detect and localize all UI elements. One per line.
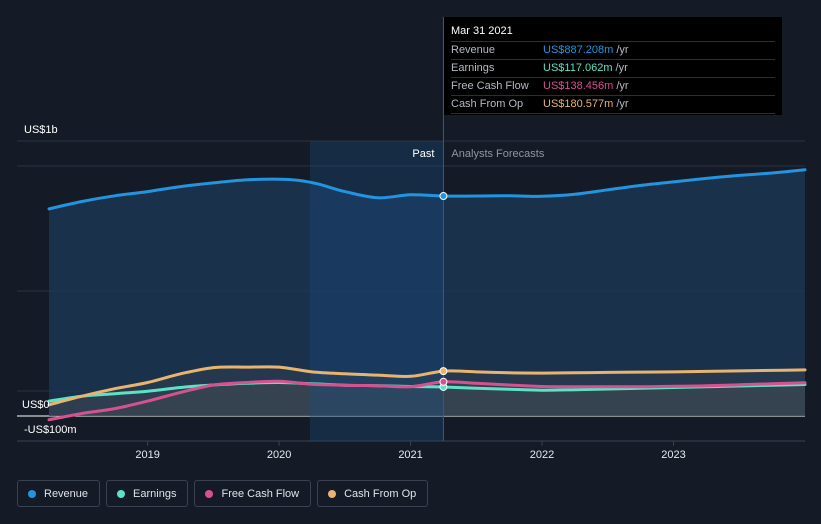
- legend-label: Free Cash Flow: [221, 487, 300, 500]
- line-revenue: [47, 168, 807, 211]
- tooltip-unit: /yr: [616, 80, 629, 92]
- earnings-dot-icon: [117, 489, 126, 498]
- x-tick-label: 2021: [398, 449, 422, 461]
- tooltip-row-free-cash-flow: Free Cash Flow US$138.456m /yr: [451, 77, 775, 95]
- tooltip-label: Free Cash Flow: [451, 80, 529, 92]
- axis-ticks: US$1b US$0 -US$100m 2019 2020 2021 2022 2023: [22, 124, 686, 461]
- line-cash-from-op: [47, 365, 807, 407]
- forecast-label: Analysts Forecasts: [451, 148, 544, 160]
- tooltip-label: Earnings: [451, 62, 495, 74]
- fill-free-cash-flow: [49, 381, 805, 420]
- series-fills: [49, 169, 805, 420]
- marker-free-cash-flow: [439, 377, 448, 386]
- tooltip-value: US$138.456m: [543, 80, 614, 92]
- y-tick-label: -US$100m: [24, 424, 77, 436]
- tooltip-label: Revenue: [451, 44, 496, 56]
- x-tick-label: 2022: [530, 449, 554, 461]
- tooltip-date: Mar 31 2021: [451, 25, 513, 37]
- legend-label: Earnings: [133, 487, 177, 500]
- legend-item-revenue[interactable]: Revenue: [17, 480, 101, 507]
- past-label: Past: [412, 148, 434, 160]
- revenue-dot-icon: [28, 489, 36, 498]
- tooltip-unit: /yr: [615, 62, 628, 74]
- legend-label: Cash From Op: [344, 487, 417, 500]
- marker-revenue: [439, 192, 448, 201]
- line-free-cash-flow: [47, 379, 807, 422]
- chart: US$1b US$0 -US$100m 2019 2020 2021 2022 2023 Pa…: [17, 17, 807, 461]
- tooltip-unit: /yr: [616, 98, 629, 110]
- past-region-band: [310, 141, 444, 441]
- tooltip: Mar 31 2021 Revenue US$887.208m /yr Earn…: [444, 17, 782, 115]
- legend-item-cash-from-op[interactable]: Cash From Op: [317, 480, 429, 507]
- legend-label: Revenue: [44, 487, 89, 500]
- fill-earnings: [49, 382, 805, 416]
- tooltip-value: US$117.062m: [543, 62, 613, 74]
- tooltip-row-earnings: Earnings US$117.062m /yr: [451, 59, 775, 77]
- marker-cash-from-op: [439, 367, 448, 376]
- tooltip-row-cash-from-op: Cash From Op US$180.577m /yr: [451, 95, 775, 114]
- x-tick-label: 2020: [267, 449, 291, 461]
- tooltip-value: US$887.208m: [543, 44, 614, 56]
- legend: Revenue Earnings Free Cash Flow Cash Fro…: [17, 480, 429, 509]
- tooltip-value: US$180.577m: [543, 98, 614, 110]
- x-tick-label: 2019: [135, 449, 159, 461]
- cash-from-op-dot-icon: [328, 489, 337, 498]
- series-lines: [47, 168, 807, 422]
- y-tick-label: US$1b: [24, 124, 58, 136]
- legend-item-free-cash-flow[interactable]: Free Cash Flow: [194, 480, 312, 507]
- y-tick-label: US$0: [22, 399, 50, 411]
- x-tick-label: 2023: [661, 449, 685, 461]
- fill-revenue: [49, 169, 805, 416]
- past-highlight: [310, 17, 444, 441]
- tooltip-row-revenue: Revenue US$887.208m /yr: [451, 41, 775, 59]
- fill-cash-from-op: [49, 366, 805, 416]
- legend-item-earnings[interactable]: Earnings: [106, 480, 189, 507]
- tooltip-unit: /yr: [616, 44, 629, 56]
- tooltip-label: Cash From Op: [451, 98, 524, 110]
- free-cash-flow-dot-icon: [205, 489, 214, 498]
- hover-markers: [439, 192, 448, 391]
